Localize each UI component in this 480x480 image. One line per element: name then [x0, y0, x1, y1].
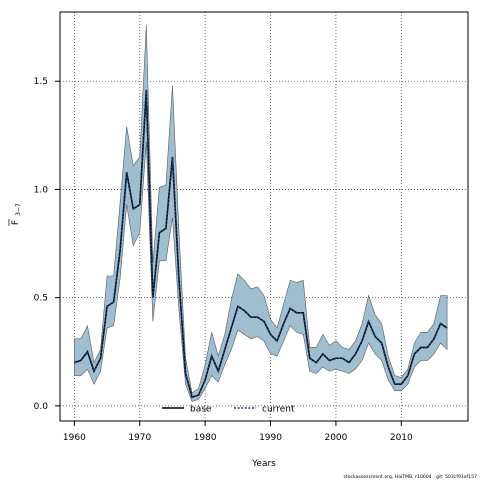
x-tick-label-2010: 2010 — [390, 433, 413, 443]
x-axis-ticks: 1960 1970 1980 1990 2000 2010 — [63, 421, 413, 443]
confidence-band — [74, 24, 448, 402]
y-tick-label-0.5: 0.5 — [34, 294, 48, 304]
footnote: stockassessment.org, HalTMB, r10604 , gi… — [344, 474, 478, 480]
x-tick-label-1990: 1990 — [259, 433, 282, 443]
y-tick-label-1: 1.0 — [34, 185, 49, 195]
y-tick-label-0: 0.0 — [34, 402, 49, 412]
legend: base current — [162, 405, 295, 415]
y-axis-title-main: F — [11, 220, 21, 225]
series-line-current — [74, 89, 448, 399]
x-tick-label-1980: 1980 — [194, 433, 217, 443]
x-axis-title: Years — [251, 459, 276, 469]
confidence-band-area — [74, 24, 448, 402]
y-axis-title: F 3−7 — [8, 203, 22, 226]
series-line-base — [74, 89, 448, 399]
x-tick-label-1970: 1970 — [128, 433, 151, 443]
legend-label-base: base — [190, 405, 212, 415]
x-tick-label-1960: 1960 — [63, 433, 86, 443]
plot-frame — [59, 11, 469, 422]
x-tick-label-2000: 2000 — [324, 433, 347, 443]
series-lines — [74, 89, 448, 399]
y-tick-label-1.5: 1.5 — [34, 77, 48, 87]
legend-label-current: current — [262, 405, 295, 415]
y-axis-title-subscript: 3−7 — [15, 203, 22, 216]
y-axis-ticks: 0.0 0.5 1.0 1.5 — [34, 77, 60, 412]
